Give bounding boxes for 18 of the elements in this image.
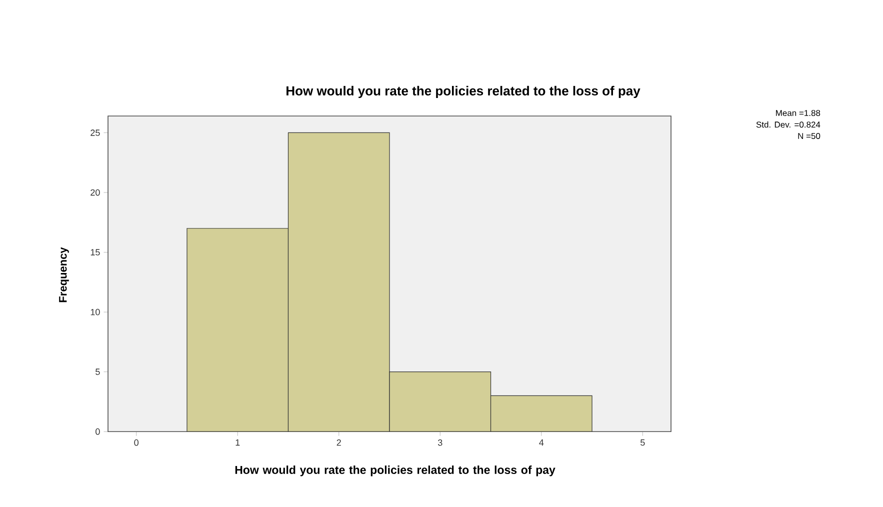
x-tick-label: 4 [539,439,544,446]
x-tick-label: 1 [236,439,240,446]
text: N =50 [798,132,820,139]
text: Std. Dev. =0.824 [756,121,820,128]
x-tick-label: 3 [438,439,442,446]
text: Mean =1.88 [776,110,820,116]
y-tick-label: 0 [96,428,100,435]
y-tick-label: 15 [90,249,100,256]
x-axis-title: How would you rate the policies related to the loss of pay [235,466,556,476]
x-tick-label: 5 [640,439,645,446]
y-tick-label: 25 [90,130,100,136]
y-axis-title: Frequency [59,247,69,302]
x-tick-label: 0 [134,439,139,446]
chart-title: How would you rate the policies related to the loss of pay [286,86,640,98]
x-tick-label: 2 [336,439,341,446]
y-tick-label: 20 [90,189,100,196]
y-tick-label: 5 [96,368,100,375]
y-tick-label: 10 [90,308,100,316]
